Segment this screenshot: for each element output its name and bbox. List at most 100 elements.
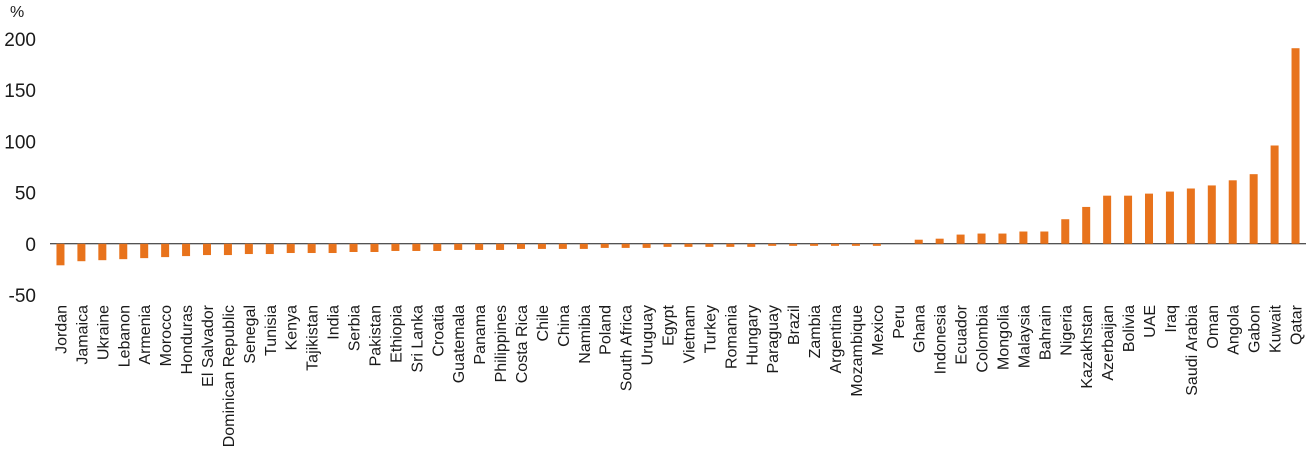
x-tick-label: Poland xyxy=(598,305,615,355)
x-tick-label: Jamaica xyxy=(74,305,91,365)
x-tick-label: Vietnam xyxy=(681,305,698,363)
bar xyxy=(872,243,881,246)
bar xyxy=(286,243,295,254)
bar xyxy=(914,239,923,244)
bar xyxy=(684,243,693,247)
bar xyxy=(161,243,170,258)
x-tick-label: Nigeria xyxy=(1058,305,1075,356)
bar xyxy=(1228,180,1237,244)
x-tick-label: Mongolia xyxy=(995,305,1012,370)
bar xyxy=(1270,145,1279,244)
x-tick-label: Bolivia xyxy=(1121,305,1138,352)
bar xyxy=(663,243,672,247)
x-tick-label: Gabon xyxy=(1247,305,1264,353)
bar xyxy=(1207,185,1216,244)
x-tick-label: India xyxy=(326,305,343,340)
bar xyxy=(977,233,986,244)
y-tick-label: 150 xyxy=(4,81,36,102)
x-tick-label: China xyxy=(556,305,573,347)
y-tick-label: 200 xyxy=(4,30,36,51)
x-tick-label: Lebanon xyxy=(116,305,133,367)
x-tick-label: Uruguay xyxy=(640,305,657,365)
bar xyxy=(475,243,484,250)
x-axis-ticks: Jordan Jamaica Ukraine Lebanon Armenia Morocc… xyxy=(53,304,1305,447)
x-tick-label: Oman xyxy=(1205,305,1222,349)
bar xyxy=(831,243,839,246)
x-tick-label: Indonesia xyxy=(933,305,950,374)
x-tick-label: Dominican Republic xyxy=(221,305,238,447)
x-tick-label: Ecuador xyxy=(954,304,971,364)
bar xyxy=(203,243,211,256)
x-tick-label: Serbia xyxy=(347,305,364,351)
bar xyxy=(307,243,316,254)
bars xyxy=(56,48,1300,266)
bar xyxy=(789,243,798,246)
x-tick-label: Philippines xyxy=(493,305,510,382)
bar xyxy=(1124,195,1133,244)
bar xyxy=(1249,174,1258,244)
x-tick-label: Egypt xyxy=(661,304,678,345)
bar xyxy=(1082,206,1091,244)
x-tick-label: Sri Lanka xyxy=(409,305,426,373)
x-tick-label: Pakistan xyxy=(367,305,384,366)
bar xyxy=(600,243,609,248)
bar xyxy=(537,243,546,249)
y-tick-label: -50 xyxy=(9,286,36,307)
x-tick-label: Angola xyxy=(1226,305,1243,355)
bar xyxy=(705,243,714,247)
x-tick-label: Ghana xyxy=(912,305,929,353)
y-axis-label: % xyxy=(10,4,24,21)
bar xyxy=(349,243,358,252)
x-tick-label: Namibia xyxy=(577,305,594,364)
bar xyxy=(1040,231,1049,244)
bar xyxy=(433,243,442,251)
bar xyxy=(244,243,253,255)
x-tick-label: Jordan xyxy=(53,305,70,354)
x-tick-label: Panama xyxy=(472,305,489,365)
x-tick-label: Hungary xyxy=(744,305,761,365)
x-tick-label: Bahrain xyxy=(1037,305,1054,360)
x-tick-label: Honduras xyxy=(179,305,196,374)
x-tick-label: Costa Rica xyxy=(514,305,531,383)
x-tick-label: Ethiopia xyxy=(388,305,405,363)
x-tick-label: Paraguay xyxy=(765,305,782,374)
x-tick-label: Chile xyxy=(535,305,552,342)
bar xyxy=(119,243,128,260)
x-tick-label: Tajikistan xyxy=(305,305,322,371)
x-tick-label: Ukraine xyxy=(95,305,112,360)
bar xyxy=(1165,191,1174,244)
bar xyxy=(223,243,232,256)
x-tick-label: Croatia xyxy=(430,305,447,357)
bar xyxy=(1145,193,1153,244)
bar xyxy=(579,243,588,249)
bar xyxy=(747,243,756,247)
x-tick-label: Iraq xyxy=(1163,305,1180,333)
x-tick-label: Senegal xyxy=(242,305,259,364)
x-tick-label: South Africa xyxy=(619,305,636,391)
bar xyxy=(935,238,944,244)
x-tick-label: Brazil xyxy=(786,305,803,345)
bar xyxy=(140,243,149,259)
bar xyxy=(1019,231,1028,244)
x-tick-label: Turkey xyxy=(702,305,719,353)
x-tick-label: Mexico xyxy=(870,305,887,356)
bar xyxy=(1061,219,1070,244)
bar xyxy=(1291,48,1300,244)
bar xyxy=(642,243,651,248)
x-tick-label: Argentina xyxy=(828,305,845,374)
x-tick-label: Guatemala xyxy=(451,305,468,383)
bar xyxy=(517,243,525,249)
x-tick-label: Colombia xyxy=(975,305,992,373)
x-tick-label: Romania xyxy=(723,305,740,369)
bar xyxy=(1186,188,1195,244)
x-tick-label: Qatar xyxy=(1289,304,1306,345)
x-tick-label: Armenia xyxy=(137,305,154,365)
bar xyxy=(621,243,630,248)
bar xyxy=(98,243,107,261)
x-tick-label: Zambia xyxy=(807,305,824,358)
x-tick-label: Kuwait xyxy=(1268,304,1285,353)
x-tick-label: Tunisia xyxy=(263,305,280,356)
bar xyxy=(726,243,735,247)
bar xyxy=(182,243,191,257)
x-tick-label: Morocco xyxy=(158,305,175,366)
